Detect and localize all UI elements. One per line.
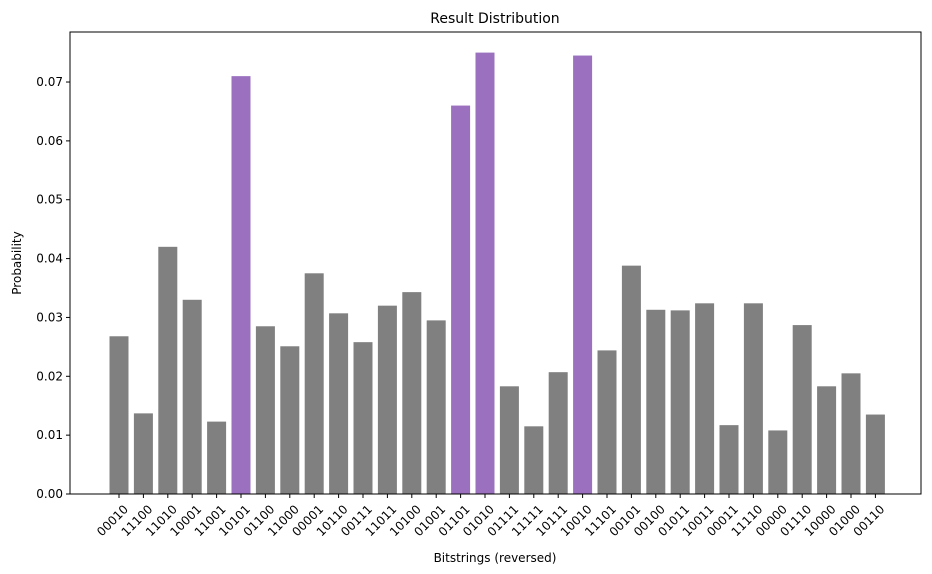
bar-01101: [451, 105, 471, 494]
y-tick-label: 0.05: [36, 193, 63, 207]
bar-11000: [280, 346, 300, 494]
y-tick-label: 0.01: [36, 428, 63, 442]
bar-00110: [865, 414, 885, 494]
bar-01010: [475, 52, 495, 494]
bar-01011: [670, 310, 690, 494]
y-tick-label: 0.07: [36, 75, 63, 89]
bar-11101: [597, 350, 617, 494]
bar-00111: [353, 342, 373, 494]
bar-10111: [548, 372, 568, 494]
bar-10101: [231, 76, 251, 494]
plot-frame: [69, 31, 922, 495]
y-axis: 0.00 0.01 0.02 0.03 0.04 0.05 0.06 0.07: [36, 75, 70, 501]
bar-00100: [646, 309, 666, 494]
bar-00001: [304, 273, 324, 494]
bar-00101: [621, 265, 641, 494]
bar-10000: [817, 386, 837, 494]
bar-01110: [792, 325, 812, 494]
y-axis-label: Probability: [10, 231, 24, 294]
bar-10110: [329, 313, 349, 494]
bar-01000: [841, 373, 861, 494]
bar-10001: [182, 299, 202, 494]
y-tick-label: 0.06: [36, 134, 63, 148]
bar-01001: [426, 320, 446, 494]
bar-11100: [133, 413, 153, 494]
bar-10010: [573, 55, 593, 494]
bar-00011: [719, 425, 739, 494]
y-tick-label: 0.04: [36, 252, 63, 266]
bar-11110: [743, 303, 763, 494]
bar-00000: [768, 430, 788, 494]
bar-11010: [158, 246, 178, 494]
bars: [109, 52, 885, 494]
y-tick-label: 0.03: [36, 310, 63, 324]
x-axis-label: Bitstrings (reversed): [434, 551, 557, 565]
bar-10011: [695, 303, 715, 494]
bar-11111: [524, 426, 544, 494]
y-tick-label: 0.00: [36, 487, 63, 501]
bar-10100: [402, 292, 422, 494]
bar-11011: [377, 305, 397, 494]
chart-title: Result Distribution: [430, 11, 559, 27]
x-axis: 0001011100110101000111001101010110011000…: [94, 494, 887, 539]
bar-01111: [499, 386, 519, 494]
bar-01100: [255, 326, 275, 494]
y-tick-label: 0.02: [36, 369, 63, 383]
bar-11001: [207, 421, 227, 494]
bar-00010: [109, 336, 129, 494]
